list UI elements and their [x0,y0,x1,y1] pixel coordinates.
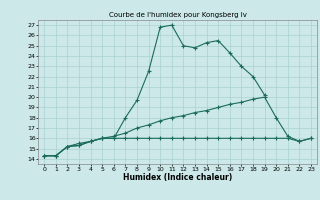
Title: Courbe de l'humidex pour Kongsberg Iv: Courbe de l'humidex pour Kongsberg Iv [109,12,246,18]
X-axis label: Humidex (Indice chaleur): Humidex (Indice chaleur) [123,173,232,182]
